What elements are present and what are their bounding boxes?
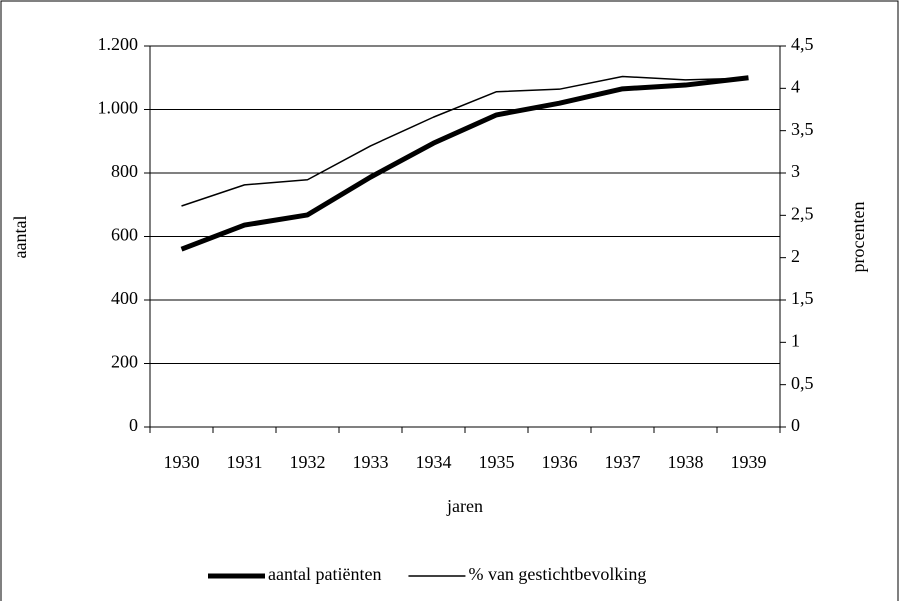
x-tick-label: 1930 <box>164 452 200 472</box>
x-tick-label: 1937 <box>605 452 641 472</box>
y2-tick-label: 1 <box>791 330 800 350</box>
y2-tick-label: 4 <box>791 76 800 96</box>
y2-tick-label: 0,5 <box>791 373 814 393</box>
y-tick-label: 200 <box>111 352 138 372</box>
y2-tick-label: 4,5 <box>791 34 814 54</box>
x-tick-label: 1932 <box>290 452 326 472</box>
legend-label: % van gestichtbevolking <box>468 564 646 584</box>
y2-tick-label: 1,5 <box>791 288 814 308</box>
series-line <box>180 75 749 252</box>
y2-axis-title: procenten <box>848 202 868 273</box>
y-tick-label: 800 <box>111 161 138 181</box>
x-tick-label: 1938 <box>668 452 704 472</box>
x-tick-label: 1939 <box>731 452 767 472</box>
y-tick-label: 1.000 <box>98 98 139 118</box>
y2-tick-label: 2 <box>791 246 800 266</box>
x-axis-title: jaren <box>446 496 483 516</box>
x-tick-label: 1933 <box>353 452 389 472</box>
y-tick-label: 600 <box>111 225 138 245</box>
series-line <box>181 75 749 207</box>
x-tick-label: 1936 <box>542 452 578 472</box>
y-tick-label: 400 <box>111 288 138 308</box>
y-tick-label: 0 <box>129 415 138 435</box>
x-tick-label: 1935 <box>479 452 515 472</box>
y-tick-label: 1.200 <box>98 34 139 54</box>
y2-tick-label: 3,5 <box>791 119 814 139</box>
y2-tick-label: 2,5 <box>791 203 814 223</box>
x-tick-label: 1931 <box>227 452 263 472</box>
x-tick-label: 1934 <box>416 452 452 472</box>
legend-label: aantal patiënten <box>268 564 381 584</box>
y2-tick-label: 3 <box>791 161 800 181</box>
y-axis-title: aantal <box>10 216 30 259</box>
y2-tick-label: 0 <box>791 415 800 435</box>
